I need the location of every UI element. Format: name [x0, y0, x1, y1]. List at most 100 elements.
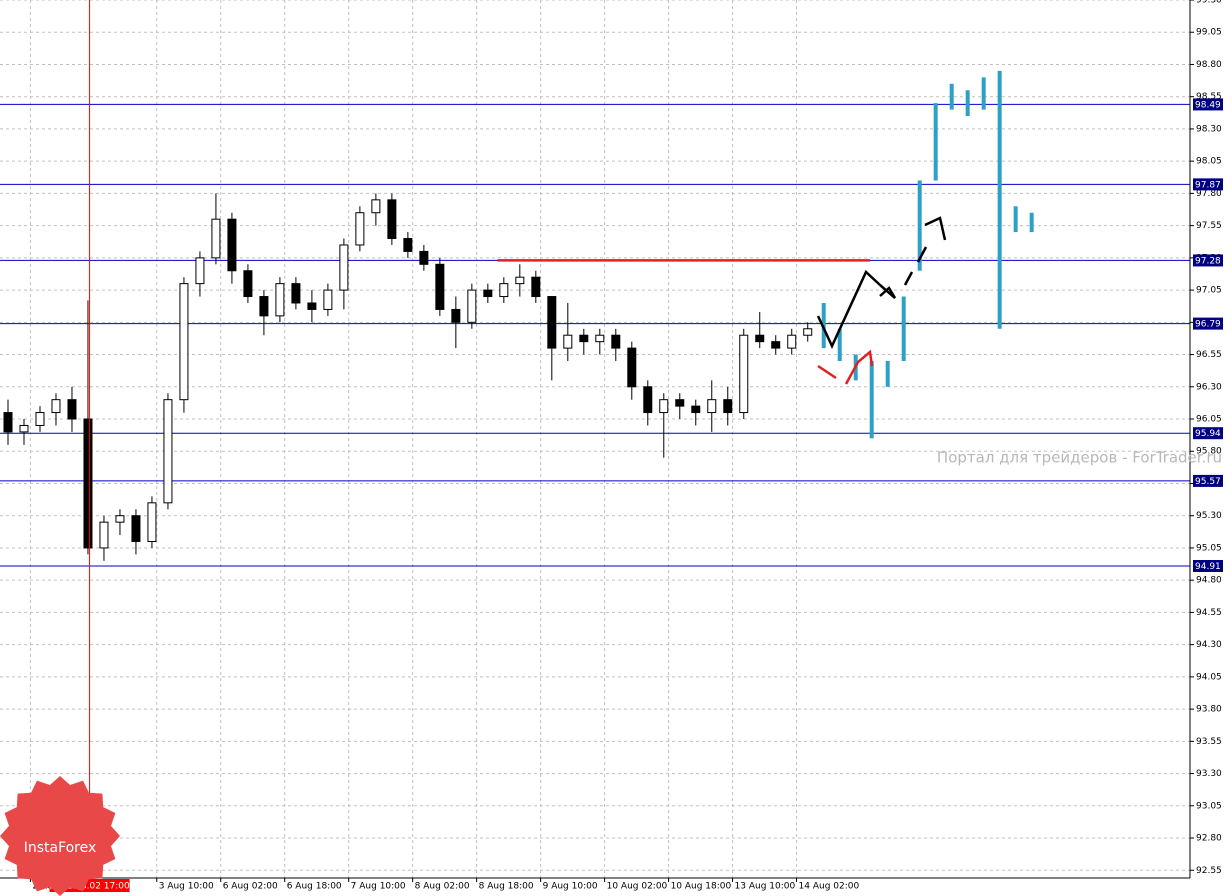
candle-body — [147, 502, 157, 542]
candle-body — [803, 328, 813, 336]
arrow — [903, 271, 914, 286]
candle-body — [435, 263, 445, 310]
candle-body — [691, 405, 701, 414]
level-label-box — [1193, 98, 1223, 111]
candle-body — [339, 244, 349, 291]
candle-body — [563, 334, 573, 349]
y-tick-label: 95.80 — [1196, 447, 1222, 457]
candle-body — [179, 283, 189, 401]
level-label: 94.91 — [1195, 562, 1221, 572]
candle-body — [275, 283, 285, 317]
level-label: 95.94 — [1195, 429, 1221, 439]
level-label: 95.57 — [1195, 477, 1221, 487]
y-tick-label: 98.30 — [1196, 124, 1222, 134]
candle-body — [291, 283, 301, 304]
level-label-box — [1193, 254, 1223, 267]
badge-text: InstaForex — [24, 840, 97, 856]
candle-body — [451, 308, 461, 323]
candle-body — [355, 212, 365, 246]
arrow — [816, 269, 881, 349]
x-tick-label: 10 Aug 18:00 — [671, 882, 732, 892]
candle-body — [163, 399, 173, 504]
x-tick-label: 10 Aug 02:00 — [607, 882, 668, 892]
candle-body — [419, 250, 429, 265]
candle-body — [51, 399, 61, 414]
candle-body — [99, 521, 109, 549]
candle-body — [131, 515, 141, 542]
candle-body — [211, 218, 221, 259]
y-tick-label: 98.05 — [1196, 157, 1222, 167]
y-tick-label: 99.30 — [1196, 0, 1222, 6]
y-tick-label: 98.80 — [1196, 60, 1222, 70]
candle-body — [531, 276, 541, 298]
y-tick-label: 92.80 — [1196, 834, 1222, 844]
x-tick-label: 8 Aug 18:00 — [479, 882, 534, 892]
candle-body — [19, 424, 29, 433]
candle-body — [611, 334, 621, 349]
y-tick-label: 93.55 — [1196, 737, 1222, 747]
candle-body — [579, 334, 589, 343]
x-tick-label: 3 Aug 10:00 — [159, 882, 214, 892]
level-label-box — [1193, 317, 1223, 330]
candle-body — [3, 412, 13, 433]
y-tick-label: 93.05 — [1196, 801, 1222, 811]
candle-body — [403, 238, 413, 252]
candle-body — [739, 334, 749, 414]
candle-body — [659, 399, 669, 414]
candles — [3, 70, 1034, 561]
y-tick-label: 96.05 — [1196, 415, 1222, 425]
candle-body — [35, 412, 45, 426]
candle-body — [115, 515, 125, 523]
x-tick-label: 6 Aug 02:00 — [223, 882, 278, 892]
candle-body — [387, 199, 397, 240]
arrow — [879, 284, 897, 299]
y-tick-label: 96.30 — [1196, 382, 1222, 392]
x-tick-label: 6 Aug 18:00 — [287, 882, 342, 892]
grid — [0, 0, 1190, 878]
time-axis-bg — [0, 878, 1190, 896]
candle-body — [787, 334, 797, 349]
arrow — [844, 349, 874, 385]
candle-body — [259, 296, 269, 317]
y-tick-label: 98.55 — [1196, 92, 1222, 102]
badge: InstaForex — [0, 776, 120, 896]
candle-body — [467, 289, 477, 323]
level-label-box — [1193, 559, 1223, 572]
y-tick-label: 94.55 — [1196, 608, 1222, 618]
y-tick-label: 97.55 — [1196, 221, 1222, 231]
x-tick-label: 7 Aug 10:00 — [351, 882, 406, 892]
x-tick-label: 13 Aug 10:00 — [735, 882, 796, 892]
candle-body — [723, 399, 733, 414]
y-tick-label: 92.55 — [1196, 866, 1222, 876]
level-label-box — [1193, 427, 1223, 440]
x-tick-label: 8 Aug 02:00 — [415, 882, 470, 892]
candle-body — [547, 296, 557, 349]
candle-body — [755, 334, 765, 343]
candle-body — [627, 347, 637, 388]
level-label-box — [1193, 474, 1223, 487]
candle-body — [483, 289, 493, 298]
candle-body — [515, 276, 525, 285]
candle-body — [643, 386, 653, 414]
y-tick-label: 97.05 — [1196, 286, 1222, 296]
y-tick-label: 94.05 — [1196, 672, 1222, 682]
arrow — [924, 216, 947, 241]
candle-body — [83, 418, 93, 549]
arrow — [916, 246, 928, 263]
candle-body — [771, 341, 781, 349]
level-label: 97.87 — [1195, 180, 1221, 190]
candle-body — [307, 302, 317, 310]
candle-body — [227, 218, 237, 272]
annotations — [89, 0, 947, 878]
level-label: 98.49 — [1195, 100, 1221, 110]
y-tick-label: 94.80 — [1196, 576, 1222, 586]
candle-body — [371, 199, 381, 214]
y-tick-label: 94.30 — [1196, 640, 1222, 650]
badge-shape — [0, 776, 120, 896]
watermark: Портал для трейдеров - ForTrader.ru — [937, 449, 1222, 467]
x-tick-label: 14 Aug 02:00 — [799, 882, 860, 892]
candle-body — [499, 283, 509, 298]
